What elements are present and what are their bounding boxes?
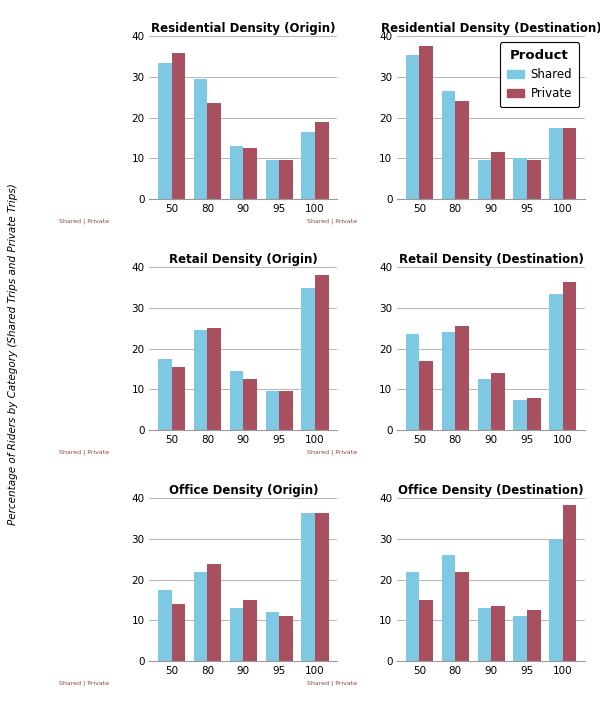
- Bar: [563, 282, 577, 430]
- Bar: [279, 392, 293, 430]
- Bar: [563, 505, 577, 661]
- Bar: [478, 160, 491, 199]
- Bar: [230, 146, 244, 199]
- Bar: [158, 63, 172, 199]
- Bar: [208, 329, 221, 430]
- Bar: [406, 571, 419, 661]
- Bar: [419, 361, 433, 430]
- Legend: Shared, Private: Shared, Private: [500, 42, 579, 107]
- Bar: [208, 564, 221, 661]
- Bar: [194, 331, 208, 430]
- Bar: [266, 160, 279, 199]
- Bar: [244, 600, 257, 661]
- Bar: [527, 160, 541, 199]
- Bar: [244, 379, 257, 430]
- Bar: [419, 600, 433, 661]
- Bar: [301, 132, 315, 199]
- Bar: [266, 392, 279, 430]
- Bar: [549, 539, 563, 661]
- Bar: [549, 294, 563, 430]
- Bar: [491, 152, 505, 199]
- Bar: [301, 513, 315, 661]
- Bar: [158, 359, 172, 430]
- Bar: [442, 91, 455, 199]
- Bar: [514, 399, 527, 430]
- Bar: [208, 103, 221, 199]
- Text: Shared | Private: Shared | Private: [59, 219, 109, 224]
- Title: Office Density (Destination): Office Density (Destination): [398, 484, 584, 497]
- Title: Residential Density (Destination): Residential Density (Destination): [381, 22, 600, 35]
- Bar: [442, 555, 455, 661]
- Bar: [244, 148, 257, 199]
- Bar: [315, 513, 329, 661]
- Bar: [491, 606, 505, 661]
- Bar: [527, 397, 541, 430]
- Bar: [172, 52, 185, 199]
- Text: Percentage of Riders by Category (Shared Trips and Private Trips): Percentage of Riders by Category (Shared…: [8, 183, 18, 525]
- Bar: [172, 367, 185, 430]
- Bar: [315, 122, 329, 199]
- Bar: [172, 604, 185, 661]
- Bar: [491, 373, 505, 430]
- Text: Shared | Private: Shared | Private: [307, 680, 357, 686]
- Title: Office Density (Origin): Office Density (Origin): [169, 484, 318, 497]
- Bar: [478, 379, 491, 430]
- Bar: [406, 334, 419, 430]
- Title: Residential Density (Origin): Residential Density (Origin): [151, 22, 335, 35]
- Bar: [478, 608, 491, 661]
- Text: Shared | Private: Shared | Private: [307, 450, 357, 455]
- Bar: [514, 617, 527, 661]
- Bar: [230, 371, 244, 430]
- Bar: [527, 610, 541, 661]
- Bar: [455, 571, 469, 661]
- Text: Shared | Private: Shared | Private: [59, 680, 109, 686]
- Bar: [442, 333, 455, 430]
- Bar: [301, 287, 315, 430]
- Bar: [315, 275, 329, 430]
- Bar: [549, 127, 563, 199]
- Bar: [563, 127, 577, 199]
- Title: Retail Density (Destination): Retail Density (Destination): [398, 253, 584, 266]
- Bar: [455, 326, 469, 430]
- Bar: [279, 617, 293, 661]
- Bar: [158, 590, 172, 661]
- Bar: [266, 612, 279, 661]
- Bar: [419, 47, 433, 199]
- Text: Shared | Private: Shared | Private: [307, 219, 357, 224]
- Bar: [279, 160, 293, 199]
- Bar: [455, 101, 469, 199]
- Bar: [406, 55, 419, 199]
- Title: Retail Density (Origin): Retail Density (Origin): [169, 253, 317, 266]
- Bar: [194, 571, 208, 661]
- Bar: [194, 79, 208, 199]
- Bar: [514, 159, 527, 199]
- Bar: [230, 608, 244, 661]
- Text: Shared | Private: Shared | Private: [59, 450, 109, 455]
